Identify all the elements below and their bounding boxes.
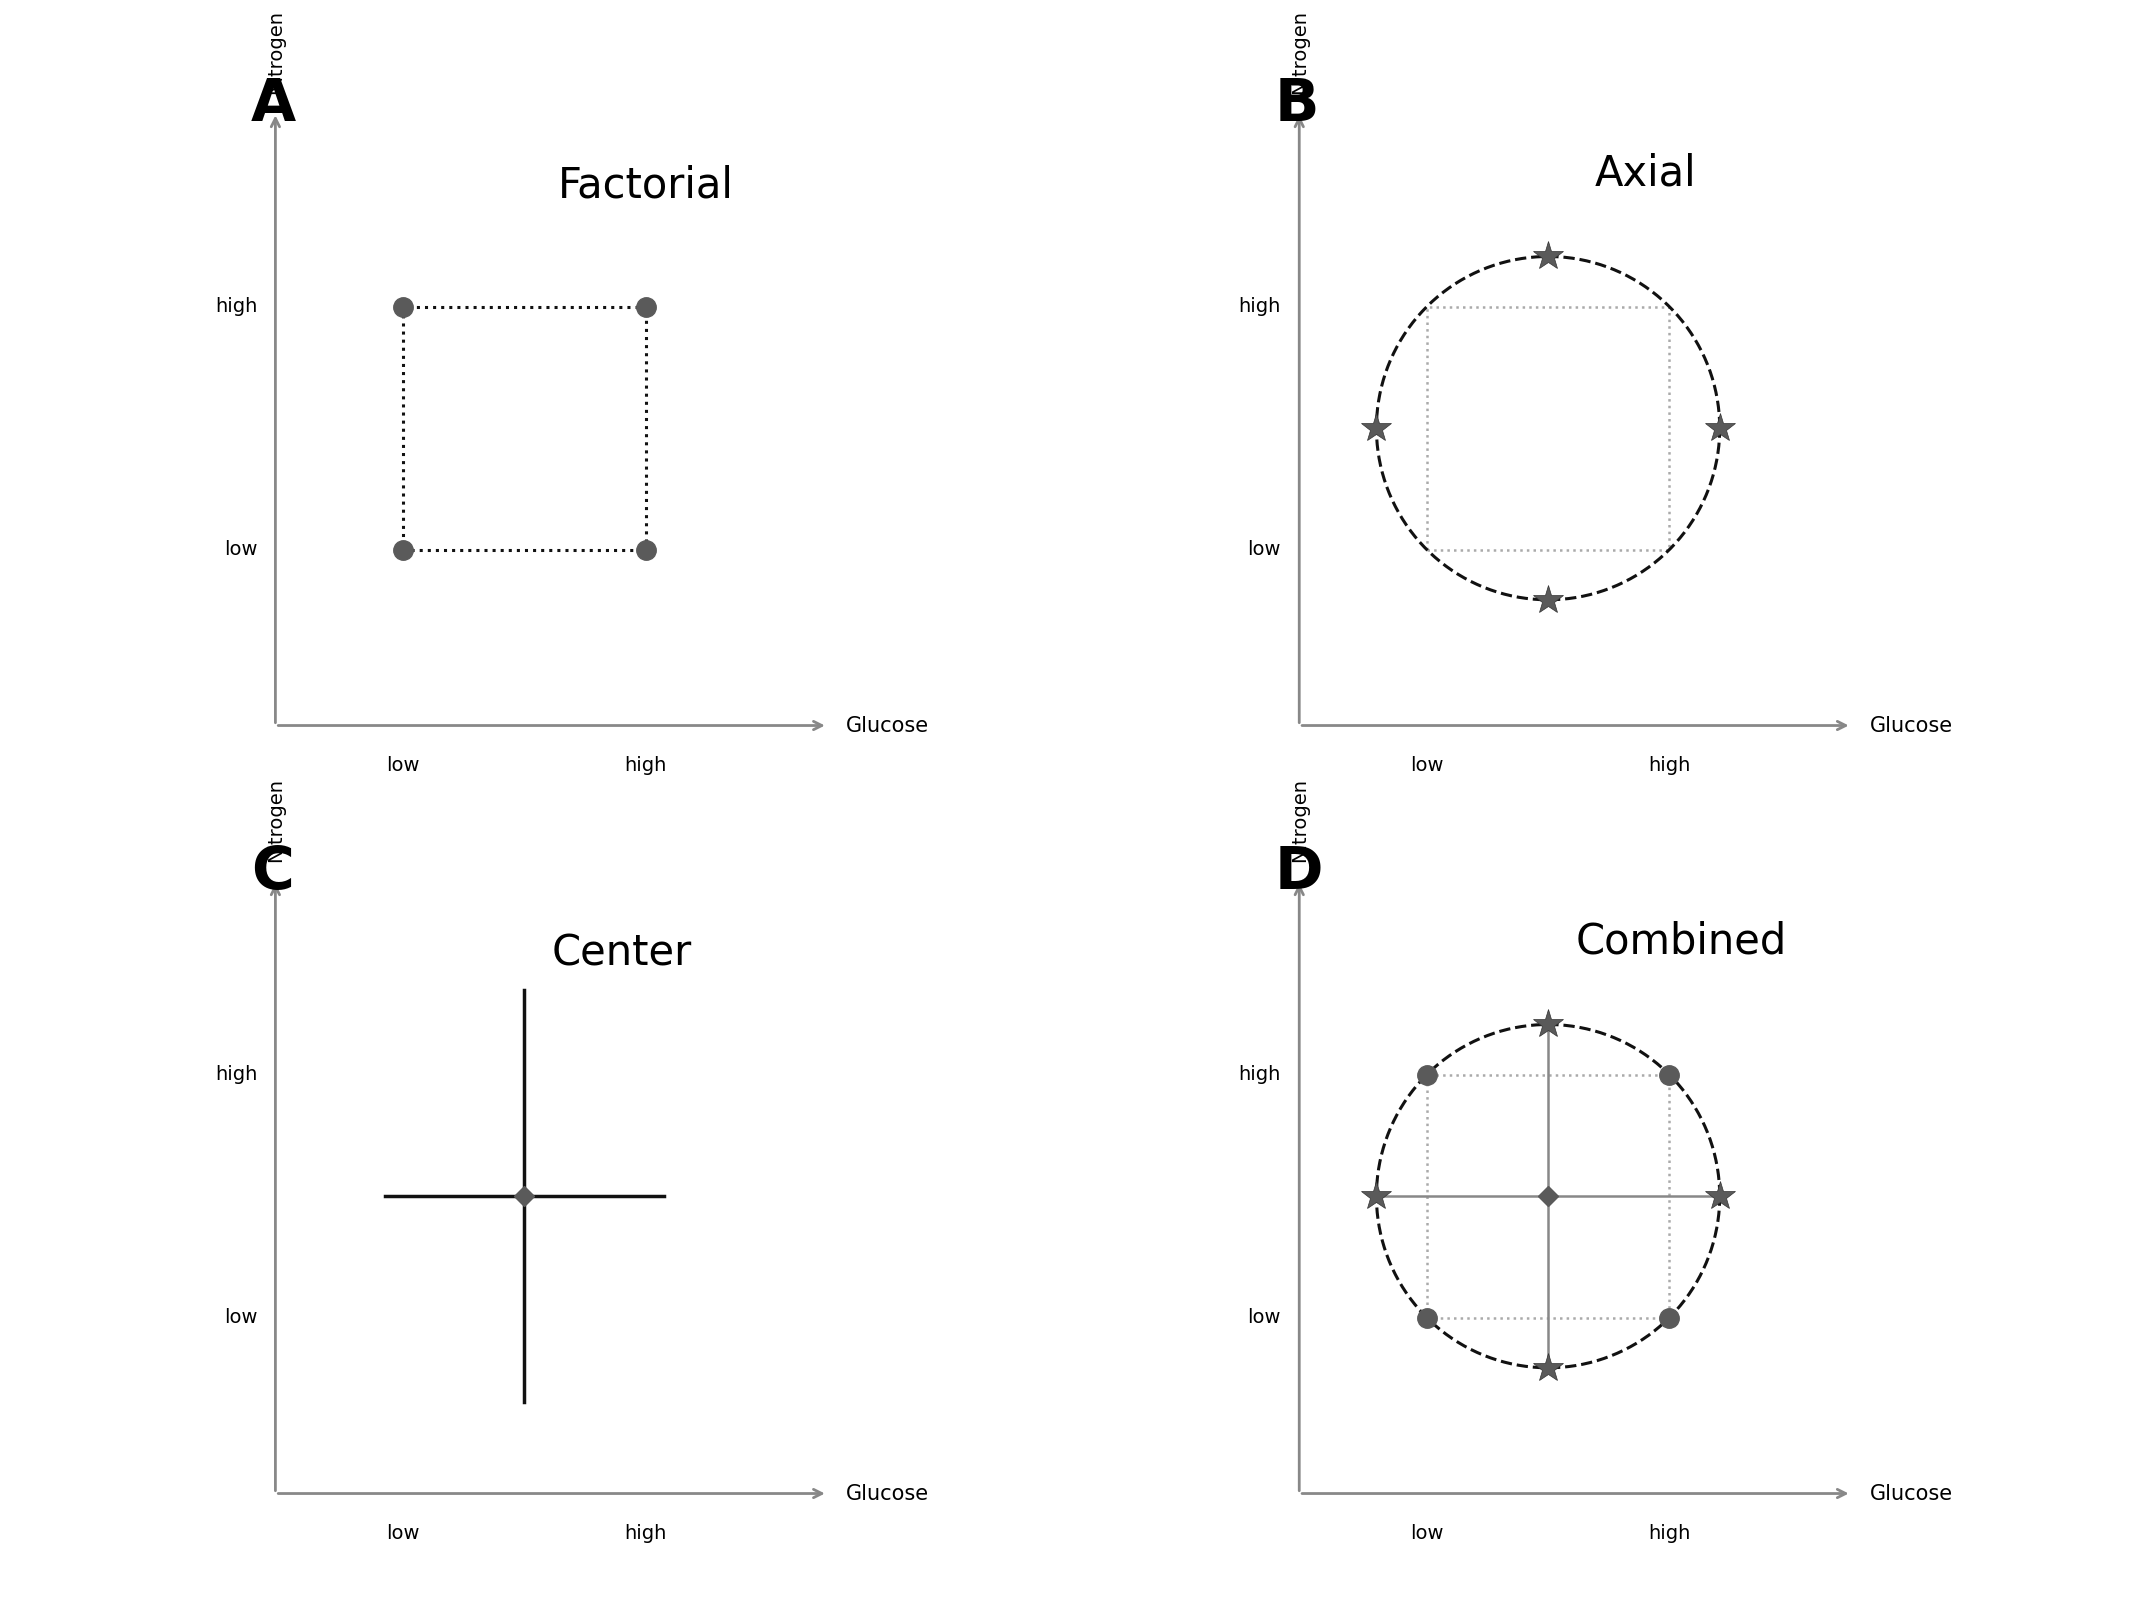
Text: Factorial: Factorial (557, 165, 734, 206)
Text: low: low (1410, 755, 1444, 774)
Text: low: low (1248, 541, 1282, 558)
Text: high: high (625, 1523, 668, 1542)
Text: D: D (1276, 845, 1322, 901)
Text: low: low (224, 541, 258, 558)
Text: low: low (386, 755, 420, 774)
Text: Glucose: Glucose (1871, 715, 1954, 736)
Text: high: high (215, 298, 258, 317)
Text: high: high (215, 1066, 258, 1085)
Text: Center: Center (550, 933, 691, 974)
Text: Glucose: Glucose (1871, 1483, 1954, 1504)
Text: Combined: Combined (1576, 920, 1787, 962)
Text: high: high (1239, 298, 1282, 317)
Text: low: low (224, 1309, 258, 1326)
Text: high: high (625, 755, 668, 774)
Text: Glucose: Glucose (847, 1483, 930, 1504)
Text: A: A (252, 77, 296, 133)
Text: low: low (1248, 1309, 1282, 1326)
Text: B: B (1276, 77, 1320, 133)
Text: Nitrogen: Nitrogen (1290, 778, 1310, 862)
Text: Nitrogen: Nitrogen (267, 778, 286, 862)
Text: high: high (1649, 755, 1691, 774)
Text: low: low (386, 1523, 420, 1542)
Text: Axial: Axial (1593, 152, 1696, 194)
Text: high: high (1239, 1066, 1282, 1085)
Text: high: high (1649, 1523, 1691, 1542)
Text: C: C (252, 845, 294, 901)
Text: Nitrogen: Nitrogen (1290, 10, 1310, 94)
Text: Glucose: Glucose (847, 715, 930, 736)
Text: Nitrogen: Nitrogen (267, 10, 286, 94)
Text: low: low (1410, 1523, 1444, 1542)
